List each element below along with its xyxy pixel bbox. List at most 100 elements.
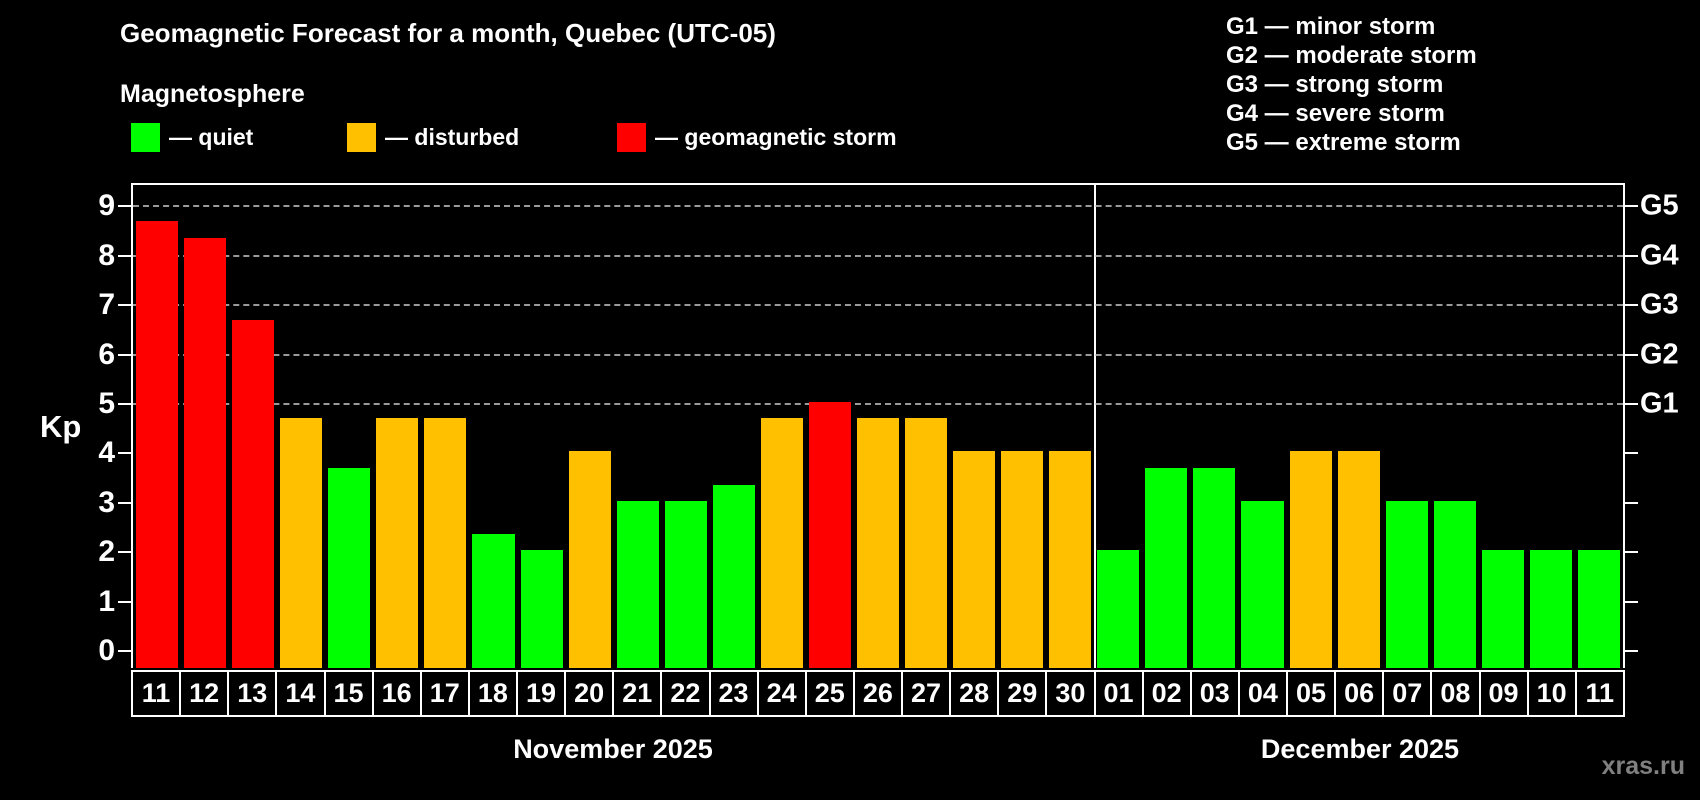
y-axis-title: Kp <box>40 409 82 444</box>
kp-bar-day-24 <box>760 418 803 668</box>
day-label-07: 07 <box>1382 670 1433 717</box>
y-tick-label-6: 6 <box>98 337 115 371</box>
right-tick-kp-8 <box>1625 254 1638 257</box>
gridline-kp-8 <box>133 254 1623 257</box>
left-tick-kp-9 <box>118 205 131 208</box>
left-tick-kp-7 <box>118 304 131 307</box>
legend-item-disturbed: — disturbed <box>347 122 519 152</box>
day-label-15: 15 <box>323 670 374 717</box>
kp-bar-day-02 <box>1145 467 1188 668</box>
kp-bar-day-19 <box>520 550 563 668</box>
right-tick-kp-7 <box>1625 304 1638 307</box>
y-tick-label-8: 8 <box>98 238 115 272</box>
disturbed-color-swatch <box>347 122 376 152</box>
chart-title: Geomagnetic Forecast for a month, Quebec… <box>120 18 776 48</box>
legend-item-quiet: — quiet <box>131 122 253 152</box>
right-tick-kp-6 <box>1625 353 1638 356</box>
kp-bar-day-18 <box>472 533 515 668</box>
day-label-13: 13 <box>227 670 278 717</box>
g-scale-line-g5: G5 — extreme storm <box>1226 129 1461 156</box>
legend-label-quiet: — quiet <box>169 123 254 150</box>
kp-bar-day-28 <box>953 451 996 668</box>
left-tick-kp-0 <box>118 650 131 652</box>
gridline-kp-5 <box>133 403 1623 405</box>
day-label-20: 20 <box>564 670 615 717</box>
left-tick-kp-1 <box>118 600 131 603</box>
right-tick-kp-5 <box>1625 403 1638 405</box>
g-scale-line-g4: G4 — severe storm <box>1226 100 1445 127</box>
day-label-09: 09 <box>1478 670 1529 717</box>
day-label-14: 14 <box>275 670 326 717</box>
day-label-02: 02 <box>1141 670 1192 717</box>
kp-bar-day-04 <box>1241 500 1284 668</box>
kp-bar-day-27 <box>905 418 948 668</box>
plot-area: G1 G2 G3 G4 G5 0 1 2 3 4 5 6 7 8 9 <box>98 183 1679 668</box>
day-label-01: 01 <box>1093 670 1144 717</box>
chart-subtitle: Magnetosphere <box>120 80 305 108</box>
left-tick-kp-5 <box>118 403 131 405</box>
right-tick-kp-1 <box>1625 600 1638 603</box>
kp-bar-day-11 <box>136 220 179 668</box>
day-label-03: 03 <box>1189 670 1240 717</box>
kp-bar-day-23 <box>712 484 755 668</box>
y-tick-label-3: 3 <box>98 485 115 519</box>
y-tick-label-7: 7 <box>98 288 115 322</box>
y-tick-label-4: 4 <box>98 436 115 470</box>
left-tick-kp-2 <box>118 551 131 554</box>
kp-bar-day-25 <box>808 402 851 668</box>
g-scale-line-g2: G2 — moderate storm <box>1226 42 1477 69</box>
y-tick-label-0: 0 <box>98 634 115 667</box>
y-tick-label-1: 1 <box>98 584 115 618</box>
day-label-18: 18 <box>467 670 518 717</box>
right-axis-label-g4: G4 <box>1640 239 1679 272</box>
day-label-30: 30 <box>1045 670 1096 717</box>
day-label-17: 17 <box>419 670 470 717</box>
day-label-19: 19 <box>516 670 567 717</box>
gridline-kp-9 <box>133 205 1623 208</box>
y-tick-label-2: 2 <box>98 535 115 569</box>
day-label-11: 11 <box>1574 670 1625 717</box>
kp-bar-day-17 <box>424 418 467 668</box>
g-scale-line-g3: G3 — strong storm <box>1226 71 1444 98</box>
right-tick-kp-0 <box>1625 650 1638 652</box>
day-label-05: 05 <box>1286 670 1337 717</box>
legend-item-storm: — geomagnetic storm <box>617 122 897 152</box>
right-tick-kp-3 <box>1625 501 1638 504</box>
left-tick-kp-4 <box>118 452 131 455</box>
right-tick-kp-2 <box>1625 551 1638 554</box>
right-axis-label-g3: G3 <box>1640 288 1679 321</box>
legend-label-storm: — geomagnetic storm <box>655 123 897 150</box>
day-label-11: 11 <box>131 670 182 717</box>
month-divider-line <box>1094 185 1097 668</box>
kp-bar-day-29 <box>1001 451 1044 668</box>
y-tick-label-5: 5 <box>98 387 115 420</box>
g-scale-line-g1: G1 — minor storm <box>1226 13 1436 40</box>
y-tick-label-9: 9 <box>98 189 115 223</box>
kp-bar-day-06 <box>1337 451 1380 668</box>
kp-bar-day-07 <box>1385 500 1428 668</box>
day-label-04: 04 <box>1237 670 1288 717</box>
right-axis-label-g5: G5 <box>1640 189 1679 222</box>
day-label-25: 25 <box>804 670 855 717</box>
legend-label-disturbed: — disturbed <box>385 123 520 150</box>
gridline-kp-7 <box>133 304 1623 307</box>
kp-bar-day-01 <box>1097 550 1140 668</box>
day-label-23: 23 <box>708 670 759 717</box>
day-axis-row: 11 12 13 14 15 16 17 18 19 20 21 22 23 24 25 26 27 28 29 30… <box>131 670 1625 717</box>
right-axis-label-g1: G1 <box>1640 387 1679 420</box>
left-tick-kp-3 <box>118 501 131 504</box>
kp-bar-day-14 <box>280 418 323 668</box>
day-label-08: 08 <box>1430 670 1481 717</box>
day-label-16: 16 <box>371 670 422 717</box>
watermark: xras.ru <box>1601 752 1685 780</box>
month-label-december: December 2025 <box>1260 734 1460 764</box>
day-label-29: 29 <box>997 670 1048 717</box>
kp-bar-day-26 <box>856 418 900 668</box>
kp-bar-day-13 <box>232 319 275 668</box>
day-label-10: 10 <box>1526 670 1577 717</box>
storm-color-swatch <box>617 122 646 152</box>
kp-bar-day-12 <box>184 237 227 668</box>
day-label-28: 28 <box>949 670 1000 717</box>
kp-bar-day-05 <box>1289 451 1332 668</box>
